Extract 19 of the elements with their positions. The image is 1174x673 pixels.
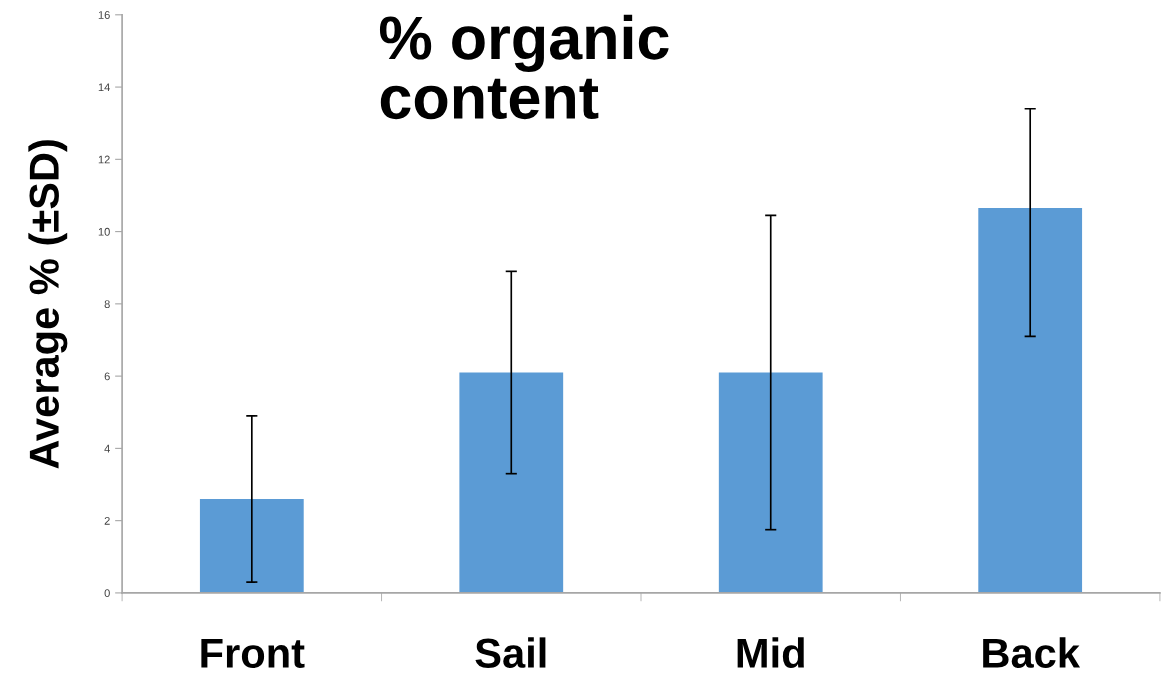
x-tick-label: Sail xyxy=(475,637,546,668)
y-tick-label: 4 xyxy=(104,444,110,453)
bar xyxy=(459,372,564,593)
y-tick-label: 12 xyxy=(98,155,110,164)
y-tick-label: 8 xyxy=(104,300,110,308)
y-tick-label: 16 xyxy=(98,11,110,19)
y-tick-label: 0 xyxy=(104,589,110,598)
x-tick-label: Front xyxy=(201,638,305,668)
bar xyxy=(199,498,304,593)
y-tick-label: 10 xyxy=(98,227,110,236)
x-tick-label: Mid xyxy=(737,637,804,668)
y-tick-label: 6 xyxy=(104,372,110,381)
bar xyxy=(978,208,1083,593)
y-axis-title: Average % (±SD) xyxy=(28,140,68,469)
bar xyxy=(718,372,823,593)
y-tick-label: 2 xyxy=(104,516,110,525)
chart-title: % organic content xyxy=(379,14,669,120)
y-tick-label: 14 xyxy=(98,83,110,92)
x-tick-label: Back xyxy=(983,637,1081,668)
